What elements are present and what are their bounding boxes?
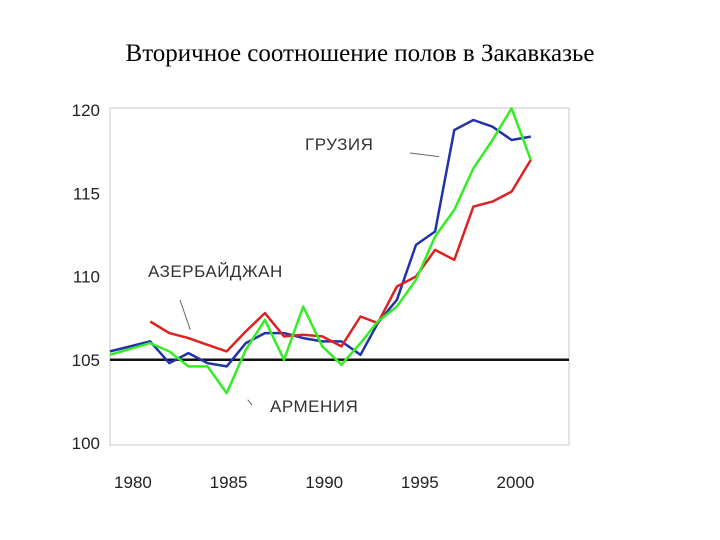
- x-tick-label: 1990: [305, 473, 343, 492]
- series-line-3: [109, 107, 532, 395]
- y-tick-label: 105: [72, 351, 100, 370]
- chart-title: Вторичное соотношение полов в Закавказье: [125, 40, 595, 67]
- x-tick-label: 1980: [114, 473, 152, 492]
- y-tick-label: 115: [73, 184, 100, 203]
- series-line-2: [149, 159, 532, 353]
- y-tick-label: 120: [72, 101, 100, 120]
- series-line-1: [109, 118, 532, 368]
- y-tick-label: 100: [72, 434, 100, 453]
- x-tick-label: 1985: [210, 473, 248, 492]
- annotation-leader-line: [247, 399, 253, 406]
- annotation-label: АРМЕНИЯ: [270, 397, 358, 416]
- x-tick-label: 2000: [497, 473, 535, 492]
- plot-area-frame: [109, 107, 570, 446]
- annotation-leader-line: [179, 299, 191, 330]
- annotation-label: АЗЕРБАЙДЖАН: [148, 262, 283, 281]
- annotation-leader-line: [409, 152, 440, 158]
- x-tick-label: 1995: [401, 473, 439, 492]
- annotation-label: ГРУЗИЯ: [305, 135, 373, 154]
- y-tick-label: 110: [73, 268, 100, 287]
